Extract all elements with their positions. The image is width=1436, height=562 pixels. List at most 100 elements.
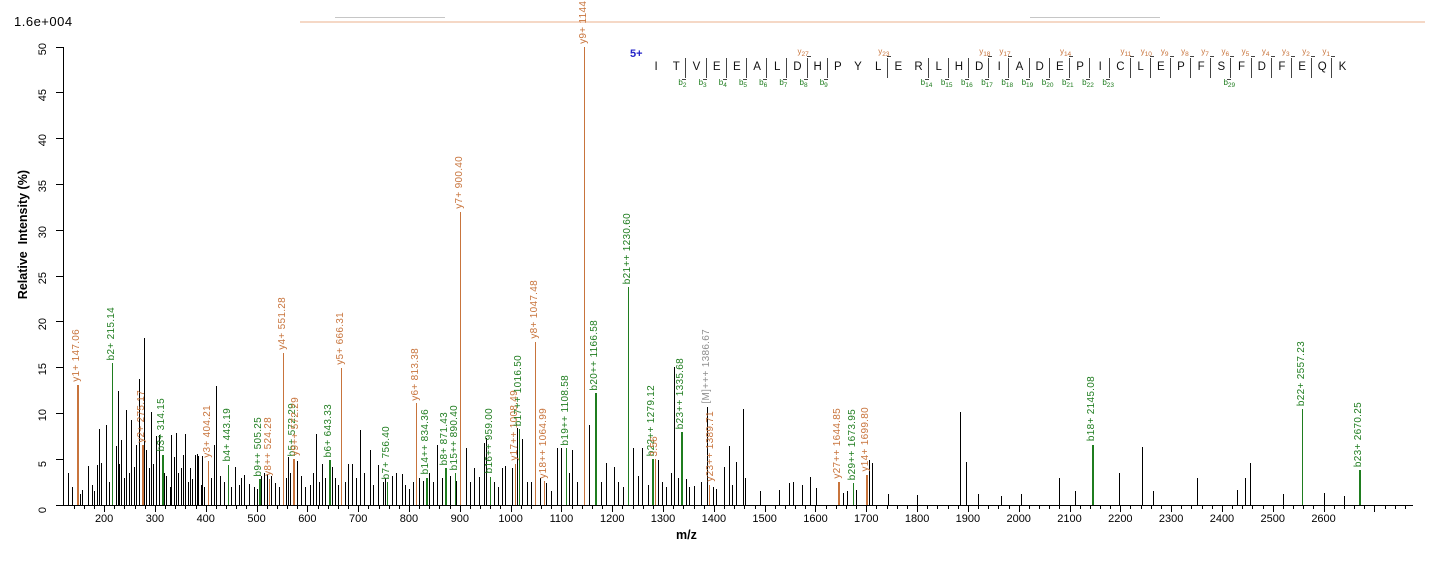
x-axis-major-tick [1171, 505, 1173, 512]
x-axis-tick-label: 300 [145, 513, 165, 525]
y-ion-annotation: y5 [1241, 47, 1250, 58]
y-axis-tick-label: 30 [37, 225, 49, 239]
spectrum-peak [121, 439, 123, 505]
spectrum-peak [959, 411, 961, 505]
peak-label: y9++ 572.29 [290, 397, 302, 457]
spectrum-peak [159, 435, 160, 505]
x-axis-minor-tick [673, 505, 675, 509]
x-axis-minor-tick [1181, 505, 1183, 509]
x-axis-minor-tick [825, 505, 827, 509]
y-axis-tick [56, 46, 63, 48]
x-axis-tick-label: 1200 [599, 513, 625, 525]
y-ion-stub [1190, 56, 1195, 57]
spectrum-peak [978, 494, 980, 505]
spectrum-peak [759, 491, 761, 505]
spectrum-peak [1343, 495, 1345, 505]
fragmentation-site-marker [826, 58, 828, 78]
spectrum-peak [286, 477, 288, 505]
b-ion-stub [965, 79, 969, 80]
x-axis-tick-label: 2300 [1158, 513, 1184, 525]
spectrum-peak [816, 487, 818, 505]
x-axis-minor-tick [419, 505, 421, 509]
spectrum-peak [408, 488, 410, 505]
x-axis-major-tick [561, 505, 563, 512]
x-axis-minor-tick [114, 505, 116, 509]
b-ion-stub [1045, 79, 1050, 80]
spectrum-peak [396, 472, 398, 505]
y-axis-tick [56, 183, 63, 185]
fragmentation-site-marker [766, 58, 768, 78]
spectrum-peak [88, 465, 90, 505]
spectrum-peak [887, 494, 889, 505]
y-axis-tick-label: 10 [37, 409, 49, 422]
x-axis-minor-tick [429, 505, 431, 509]
fragmentation-site-marker [705, 58, 707, 78]
y-axis-tick [56, 367, 63, 369]
spectrum-peak [278, 486, 280, 505]
y-ion-stub [887, 56, 892, 57]
peak-label: b15++ 890.40 [448, 404, 460, 470]
peak-label: b23+ 2670.25 [1353, 402, 1365, 468]
spectrum-peak [405, 484, 407, 505]
fragmentation-site-marker [725, 58, 727, 78]
b-ion-stub [985, 79, 990, 80]
spectrum-peak [266, 473, 268, 505]
y-axis-tick [56, 321, 63, 323]
x-axis-minor-tick [1293, 505, 1295, 509]
x-axis-minor-tick [754, 505, 756, 509]
spectrum-peak [108, 482, 110, 505]
fragmentation-site-marker [1230, 58, 1232, 78]
y-ion-stub [1270, 56, 1275, 57]
fragmentation-site-marker [1190, 58, 1192, 78]
peak-label: 3.56 [648, 435, 660, 457]
peak-label: b3+ 314.15 [156, 398, 168, 452]
spectrum-peak [965, 461, 967, 505]
y-ion-annotation: y17 [999, 47, 1011, 58]
b-ion-annotation: b4 [718, 78, 727, 89]
y-axis-tick-label: 45 [37, 88, 49, 101]
x-axis-minor-tick [469, 505, 471, 509]
spectrum-peak [429, 472, 431, 505]
x-axis-minor-tick [337, 505, 339, 509]
spectrum-peak [331, 467, 333, 505]
spectrum-peak [190, 468, 191, 505]
x-axis-tick-label: 1300 [650, 513, 676, 525]
b-ion-annotation: b21 [1061, 78, 1074, 89]
y-axis-tick-label: 25 [37, 271, 49, 284]
spectrum-peak [241, 477, 243, 505]
b-ion-stub [742, 79, 747, 80]
peak-label: b21++ 1230.60 [621, 212, 633, 284]
spectrum-peak [244, 474, 246, 505]
peak-label: b7+ 756.40 [380, 425, 392, 480]
x-axis-major-tick [256, 505, 258, 512]
spectrum-peak [501, 468, 503, 505]
spectrum-peak [119, 463, 121, 505]
spectrum-peak [546, 483, 548, 505]
x-axis-tick-label: 800 [399, 513, 419, 525]
x-axis-minor-tick [724, 505, 726, 509]
x-axis-major-tick [408, 505, 410, 512]
x-axis-tick-label: 400 [196, 513, 215, 525]
y-ion-annotation: y7 [1201, 47, 1209, 58]
y-axis-title: Relative Intensity (%) [16, 170, 30, 300]
x-axis-tick-label: 2100 [1057, 513, 1082, 525]
fragmentation-site-marker [968, 58, 969, 78]
spectrum-peak [196, 453, 198, 505]
spectrum-peak [1074, 491, 1076, 505]
x-axis-title: m/z [676, 528, 697, 542]
peak-label: b29++ 1673.95 [847, 408, 859, 481]
annotated-peak [866, 474, 868, 505]
spectrum-peak [436, 444, 438, 505]
x-axis-minor-tick [1039, 505, 1041, 509]
b-ion-stub [1106, 79, 1111, 80]
x-axis-minor-tick [134, 505, 136, 509]
spectrum-peak [589, 425, 591, 505]
spectrum-peak [309, 484, 311, 505]
spectrum-peak [637, 475, 639, 505]
y-axis-tick-label: 0 [37, 506, 49, 513]
annotated-peak [293, 459, 295, 505]
